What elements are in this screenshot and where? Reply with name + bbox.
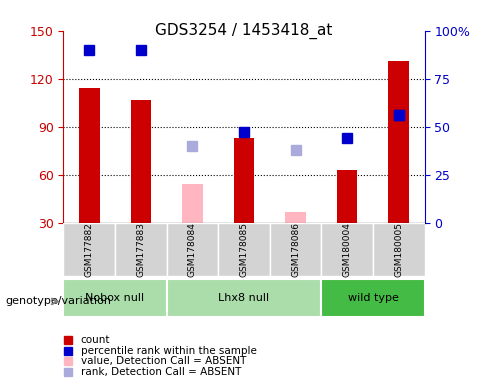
- FancyBboxPatch shape: [63, 279, 166, 316]
- FancyBboxPatch shape: [166, 279, 322, 316]
- Bar: [79, 88, 100, 223]
- FancyBboxPatch shape: [218, 223, 270, 276]
- FancyBboxPatch shape: [63, 223, 115, 276]
- Text: value, Detection Call = ABSENT: value, Detection Call = ABSENT: [81, 356, 246, 366]
- Text: wild type: wild type: [347, 293, 398, 303]
- FancyBboxPatch shape: [115, 223, 166, 276]
- Text: count: count: [81, 335, 110, 345]
- Bar: [337, 170, 358, 223]
- Text: rank, Detection Call = ABSENT: rank, Detection Call = ABSENT: [81, 367, 241, 377]
- Text: GSM178085: GSM178085: [240, 222, 248, 277]
- Bar: [285, 212, 306, 223]
- Text: GSM177883: GSM177883: [136, 222, 145, 277]
- Bar: [234, 138, 254, 223]
- Text: GSM177882: GSM177882: [85, 222, 94, 277]
- Text: GSM178084: GSM178084: [188, 222, 197, 277]
- Text: GSM180005: GSM180005: [394, 222, 403, 277]
- FancyBboxPatch shape: [322, 279, 425, 316]
- Bar: [130, 99, 151, 223]
- FancyBboxPatch shape: [322, 223, 373, 276]
- Text: Lhx8 null: Lhx8 null: [219, 293, 269, 303]
- Text: Nobox null: Nobox null: [85, 293, 144, 303]
- FancyBboxPatch shape: [166, 223, 218, 276]
- Text: percentile rank within the sample: percentile rank within the sample: [81, 346, 256, 356]
- Text: genotype/variation: genotype/variation: [5, 296, 111, 306]
- FancyBboxPatch shape: [373, 223, 425, 276]
- FancyBboxPatch shape: [270, 223, 322, 276]
- Bar: [388, 61, 409, 223]
- Text: GDS3254 / 1453418_at: GDS3254 / 1453418_at: [155, 23, 333, 39]
- Text: GSM180004: GSM180004: [343, 222, 352, 277]
- Bar: [182, 184, 203, 223]
- Text: GSM178086: GSM178086: [291, 222, 300, 277]
